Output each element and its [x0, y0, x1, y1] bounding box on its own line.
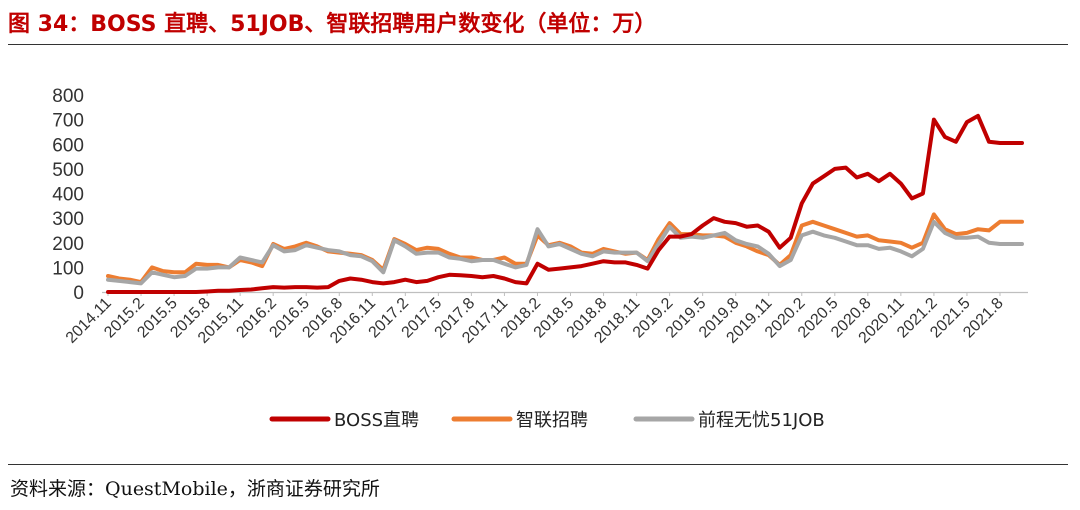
chart-title: 图 34：BOSS 直聘、51JOB、智联招聘用户数变化（单位：万）: [8, 12, 657, 37]
legend-label-0: BOSS直聘: [334, 410, 419, 431]
x-axis: 2014.112015.22015.52015.82015.112016.220…: [63, 291, 1028, 347]
y-axis: 0 100 200 300 400 500 600 700 800: [52, 86, 84, 304]
y-tick-label: 400: [52, 185, 84, 206]
y-tick-label: 0: [73, 283, 84, 304]
legend-label-1: 智联招聘: [516, 410, 588, 431]
top-divider: [8, 44, 1068, 45]
legend: BOSS直聘 智联招聘 前程无忧51JOB: [269, 410, 825, 431]
series-line-0: [106, 113, 1024, 294]
y-tick-label: 300: [52, 209, 84, 230]
bottom-divider: [8, 464, 1068, 465]
source-note: 资料来源：QuestMobile，浙商证券研究所: [10, 478, 380, 500]
legend-label-2: 前程无忧51JOB: [698, 410, 825, 431]
series-lines: [106, 113, 1024, 294]
y-tick-label: 800: [52, 86, 84, 107]
y-tick-label: 100: [52, 258, 84, 279]
y-tick-label: 700: [52, 111, 84, 132]
y-tick-label: 200: [52, 234, 84, 255]
y-tick-label: 600: [52, 135, 84, 156]
series-line-2: [106, 219, 1024, 286]
line-chart: 0 100 200 300 400 500 600 700 800 2014.112015.22…: [52, 86, 1028, 431]
x-tick-label: 2014.11: [63, 295, 115, 347]
y-tick-label: 500: [52, 160, 84, 181]
